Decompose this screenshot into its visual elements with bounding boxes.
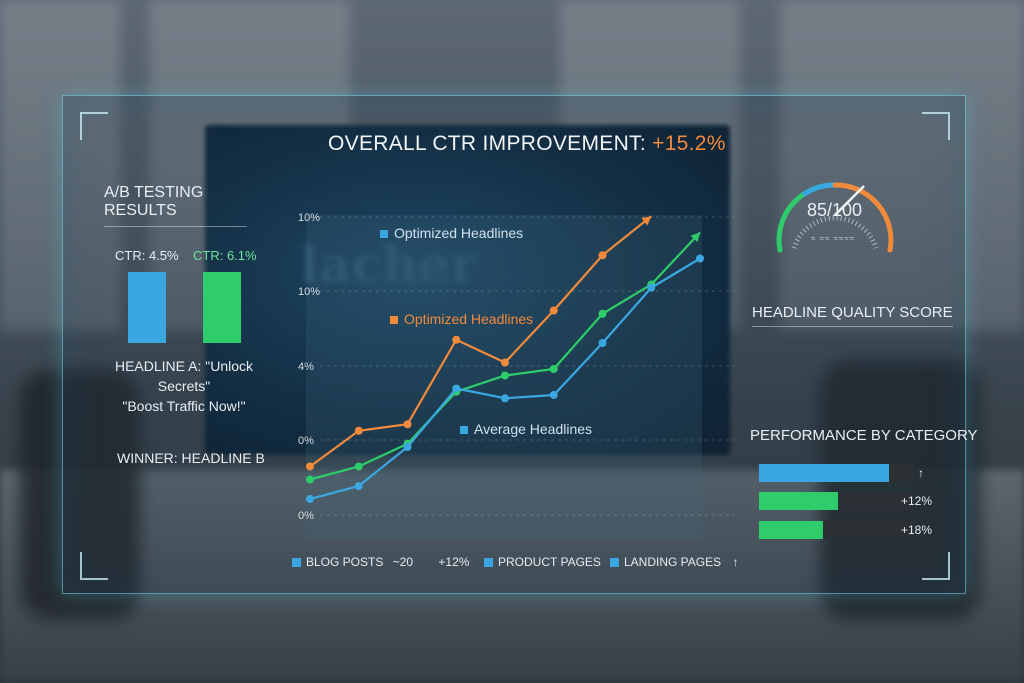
- data-point: [306, 495, 314, 503]
- legend-blog-value: ~20: [392, 555, 414, 569]
- legend-product-label: PRODUCT PAGES: [498, 555, 601, 569]
- ctr-a-label: CTR: 4.5%: [115, 248, 179, 263]
- ctr-b-bar: [203, 272, 241, 343]
- data-point: [647, 283, 656, 292]
- data-point: [598, 251, 607, 260]
- data-point: [354, 462, 363, 471]
- ctr-b-label: CTR: 6.1%: [193, 248, 257, 263]
- title-value: +15.2%: [652, 132, 726, 155]
- series-arrow: [690, 232, 700, 243]
- legend-landing-pages: LANDING PAGES ↑: [610, 555, 738, 569]
- category-bar-fill: [759, 521, 823, 539]
- legend-blog-label: BLOG POSTS: [306, 555, 384, 569]
- quality-score-title: HEADLINE QUALITY SCORE: [752, 304, 953, 327]
- data-point: [403, 443, 412, 451]
- series-arrow: [641, 216, 652, 226]
- legend-swatch: [390, 316, 398, 324]
- data-point: [306, 475, 314, 484]
- winner-label: WINNER: HEADLINE B: [117, 450, 265, 466]
- legend-blog-percent: +12%: [438, 555, 470, 569]
- y-tick-label: 4%: [298, 361, 314, 373]
- category-bar-track: [759, 464, 914, 482]
- series-line: [309, 231, 701, 481]
- ab-testing-title: A/B TESTING RESULTS: [104, 184, 247, 227]
- page-title: OVERALL CTR IMPROVEMENT: +15.2%: [328, 132, 726, 156]
- data-point: [549, 365, 558, 373]
- series-line: [309, 215, 652, 468]
- data-point: [452, 384, 461, 393]
- y-tick-label: 10%: [298, 212, 320, 224]
- title-prefix: OVERALL CTR IMPROVEMENT:: [328, 132, 653, 155]
- legend-landing-arrow: ↑: [732, 555, 739, 569]
- series-legend-label: Optimized Headlines: [394, 225, 523, 241]
- legend-swatch: [292, 558, 301, 568]
- y-tick-label: 10%: [298, 286, 320, 298]
- series-legend-label: Optimized Headlines: [404, 311, 533, 327]
- data-point: [452, 335, 461, 344]
- data-point: [501, 371, 509, 380]
- category-bar-value: +12%: [901, 494, 933, 508]
- ctr-a-bar: [128, 272, 166, 343]
- category-bar-fill: [759, 492, 839, 510]
- legend-swatch: [380, 230, 388, 238]
- data-point: [354, 426, 363, 435]
- data-point: [549, 306, 558, 315]
- y-tick-label: 0%: [298, 435, 314, 447]
- corner-bracket: [80, 112, 108, 140]
- gauge-needle: [834, 185, 865, 216]
- legend-product-pages: PRODUCT PAGES: [484, 555, 601, 569]
- legend-swatch: [460, 426, 468, 434]
- legend-landing-label: LANDING PAGES: [624, 555, 722, 569]
- data-point: [598, 339, 607, 347]
- legend-swatch: [610, 558, 619, 568]
- category-bar-value: ↑: [918, 466, 924, 480]
- legend-blog-posts: BLOG POSTS ~20 +12%: [292, 555, 469, 569]
- performance-title: PERFORMANCE BY CATEGORY: [750, 427, 978, 444]
- dashboard-panel: [62, 95, 966, 594]
- quality-gauge: [776, 182, 894, 253]
- category-bar-fill: [759, 464, 890, 482]
- data-point: [354, 482, 363, 490]
- data-point: [549, 391, 558, 399]
- data-point: [598, 309, 607, 318]
- headline-text: HEADLINE A: "Unlock Secrets" "Boost Traf…: [104, 356, 264, 416]
- data-point: [501, 358, 509, 367]
- corner-bracket: [80, 552, 108, 580]
- headline-a: HEADLINE A: "Unlock Secrets": [114, 358, 254, 394]
- data-point: [306, 462, 314, 471]
- corner-bracket: [922, 552, 950, 580]
- corner-bracket: [922, 112, 950, 140]
- y-tick-label: 0%: [298, 510, 314, 522]
- category-bar-track: [759, 492, 914, 510]
- headline-b: "Boost Traffic Now!": [122, 398, 246, 414]
- data-point: [696, 254, 704, 263]
- legend-swatch: [484, 558, 493, 568]
- series-legend-label: Average Headlines: [474, 421, 592, 437]
- category-bar-value: +18%: [901, 523, 933, 537]
- gauge-sublabel: ≈ ≈≈ ≈≈≈≈: [811, 234, 856, 243]
- gauge-value: 85/100: [807, 200, 863, 220]
- category-bar-track: [759, 521, 914, 539]
- data-point: [403, 420, 412, 429]
- data-point: [501, 394, 509, 403]
